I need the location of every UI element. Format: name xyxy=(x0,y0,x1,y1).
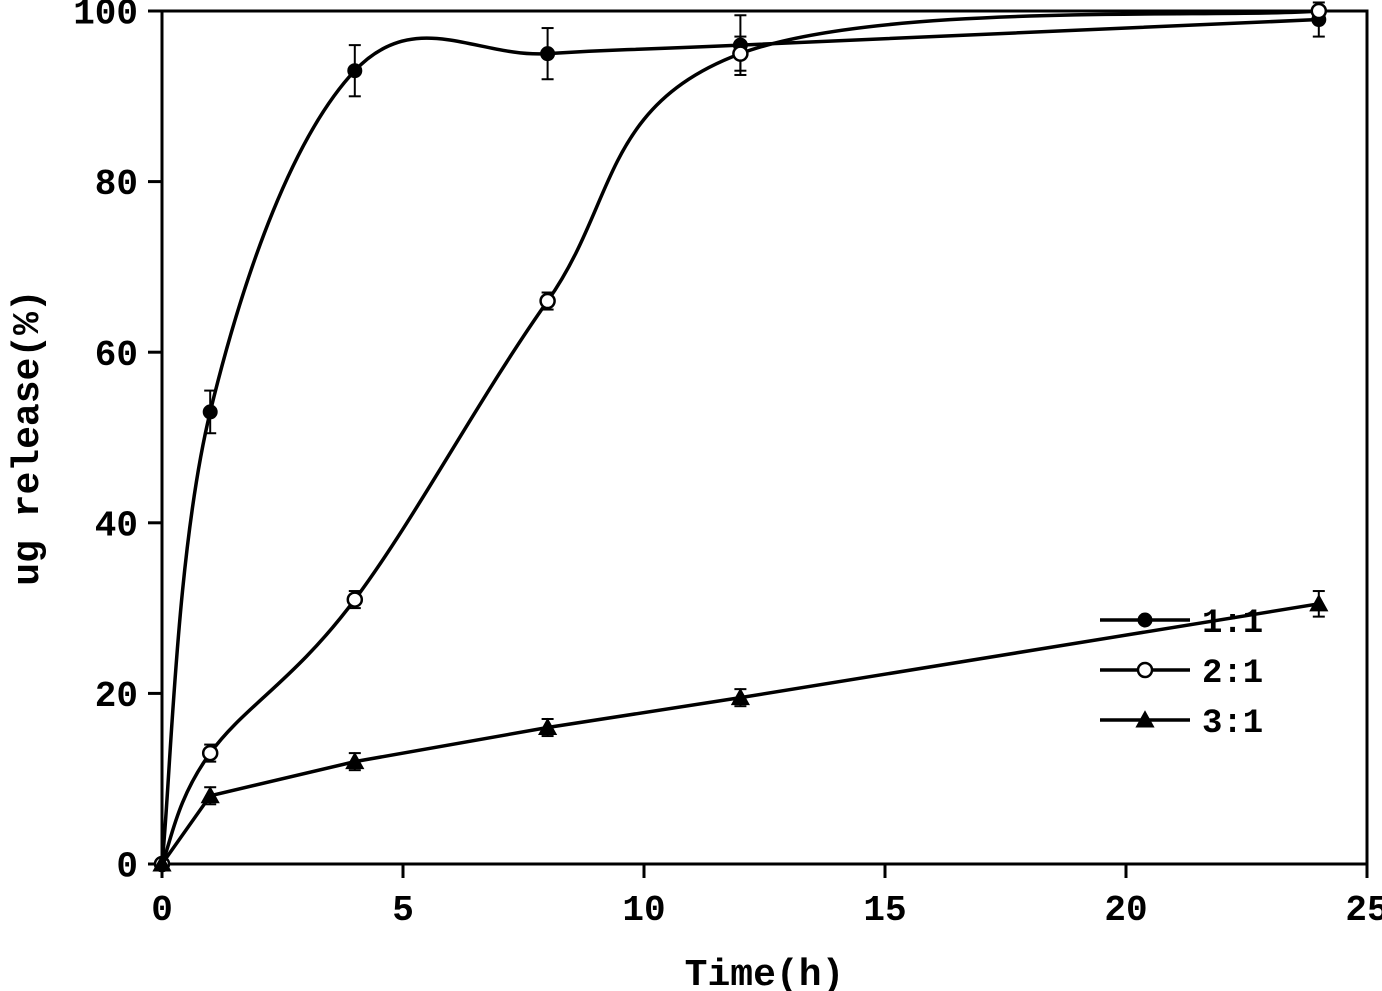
marker-circle-filled xyxy=(203,405,217,419)
y-tick-label: 0 xyxy=(116,847,138,888)
series-line-0 xyxy=(162,20,1319,864)
y-tick-label: 40 xyxy=(95,505,138,546)
y-tick-label: 80 xyxy=(95,164,138,205)
series-line-2 xyxy=(162,604,1319,864)
series-1:1 xyxy=(155,2,1326,871)
marker-circle-open xyxy=(733,47,747,61)
plot-frame xyxy=(162,11,1367,864)
legend-label: 2:1 xyxy=(1202,655,1263,693)
y-tick-label: 60 xyxy=(95,335,138,376)
marker-circle-open xyxy=(1312,4,1326,18)
marker-circle-filled xyxy=(348,64,362,78)
marker-circle-open xyxy=(203,746,217,760)
legend-label: 1:1 xyxy=(1202,605,1263,643)
release-chart: 0 5 10 15 20 25 0 20 40 60 80 100 Time(h) ug release(… xyxy=(0,0,1382,991)
y-axis-title: ug release(%) xyxy=(7,289,50,585)
marker-circle-filled xyxy=(541,47,555,61)
marker-triangle-filled xyxy=(1310,595,1328,611)
y-tick-label: 20 xyxy=(95,676,138,717)
series-line-1 xyxy=(162,11,1319,864)
x-tick-label: 20 xyxy=(1104,890,1147,931)
x-tick-label: 0 xyxy=(151,890,173,931)
legend-label: 3:1 xyxy=(1202,705,1263,743)
x-tick-label: 25 xyxy=(1345,890,1382,931)
x-tick-label: 15 xyxy=(863,890,906,931)
x-tick-label: 5 xyxy=(392,890,414,931)
marker-circle-open xyxy=(541,294,555,308)
marker-circle-filled xyxy=(1138,613,1152,627)
marker-circle-open xyxy=(1138,663,1152,677)
marker-circle-open xyxy=(348,593,362,607)
y-tick-label: 100 xyxy=(73,0,138,35)
series-2:1 xyxy=(155,4,1326,871)
chart-container: 0 5 10 15 20 25 0 20 40 60 80 100 Time(h) ug release(… xyxy=(0,0,1382,991)
x-axis-title: Time(h) xyxy=(685,954,845,991)
x-tick-label: 10 xyxy=(622,890,665,931)
